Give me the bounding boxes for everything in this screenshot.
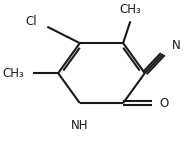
Text: Cl: Cl xyxy=(25,15,36,28)
Text: NH: NH xyxy=(71,119,89,132)
Text: O: O xyxy=(159,97,169,110)
Text: N: N xyxy=(172,39,181,52)
Text: CH₃: CH₃ xyxy=(120,3,141,16)
Text: CH₃: CH₃ xyxy=(2,67,24,80)
